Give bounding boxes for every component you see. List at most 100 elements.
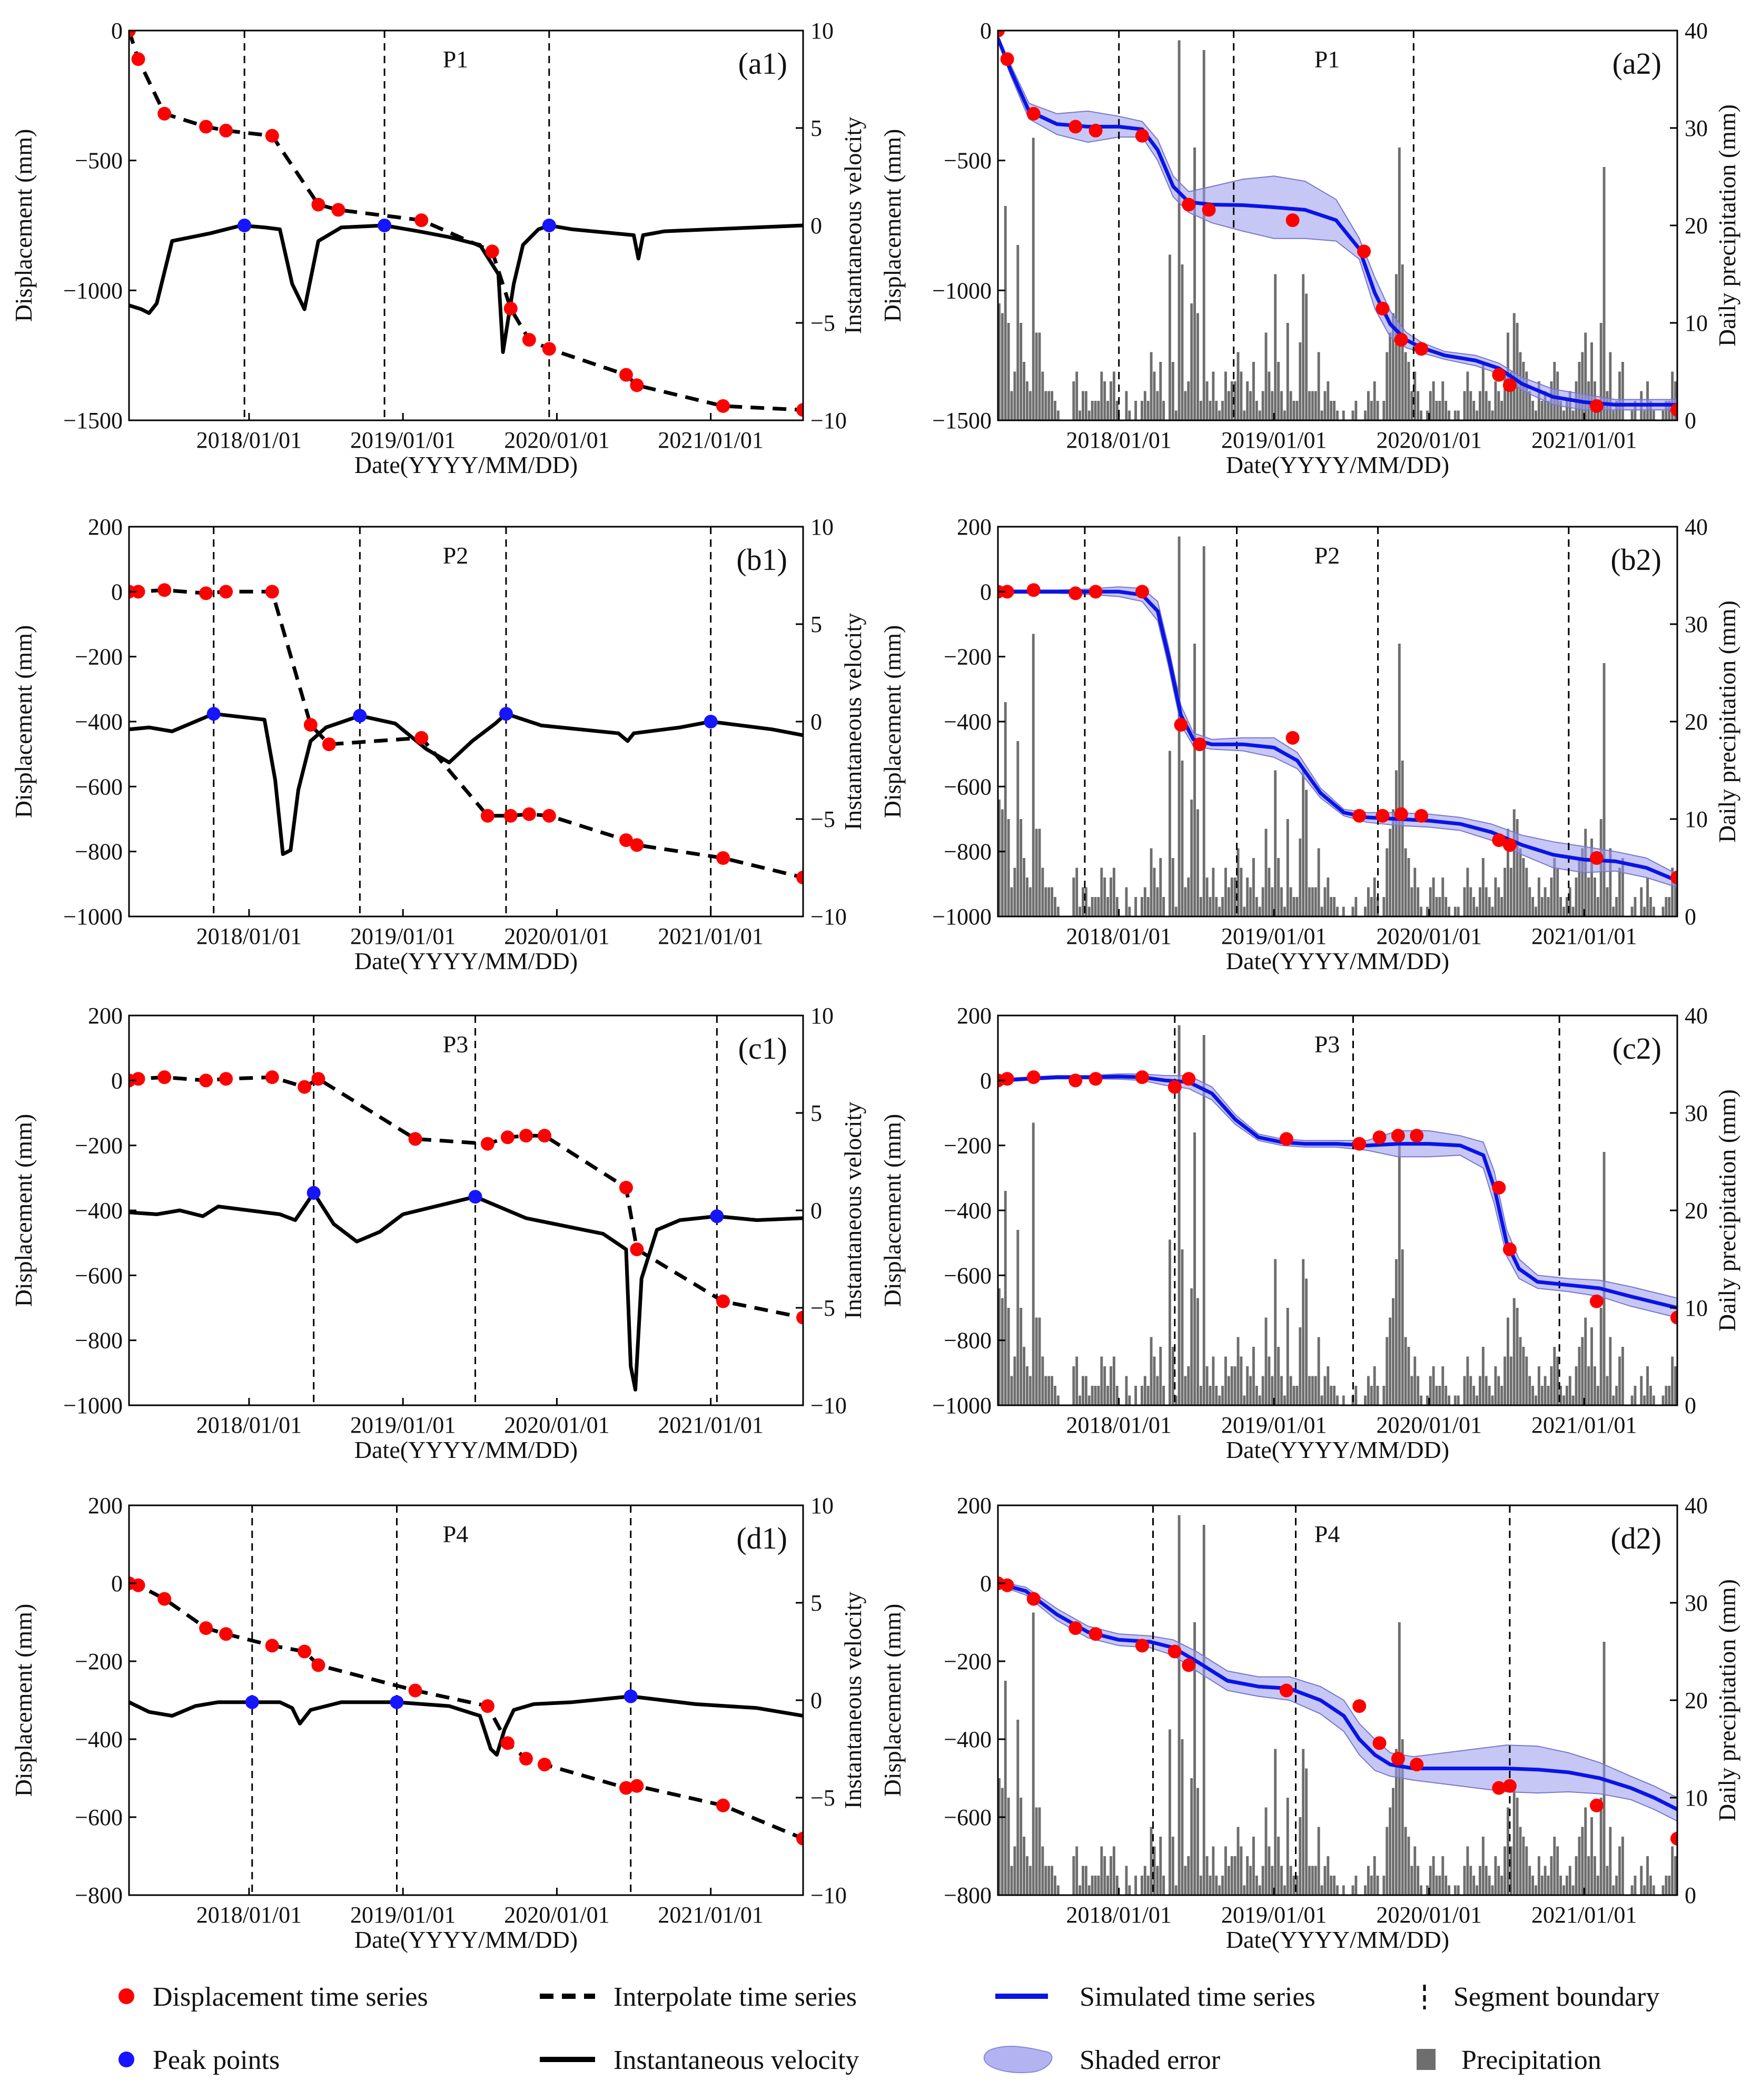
precip-bar	[1525, 867, 1528, 916]
precip-bar	[1032, 137, 1035, 420]
precip-bar	[1100, 1356, 1103, 1405]
displacement-point	[630, 1779, 644, 1793]
precip-bar	[1112, 371, 1115, 420]
precip-bar	[1110, 381, 1112, 420]
precip-bar	[1584, 1807, 1587, 1895]
precip-bar	[1606, 1376, 1609, 1405]
displacement-point	[1192, 737, 1206, 752]
panel-c1: 2018/01/01 2019/01/01 2020/01/01 2021/01/01…	[10, 1003, 866, 1463]
precip-bar	[1516, 1798, 1519, 1895]
y-tick-label: −1000	[63, 278, 123, 303]
precip-bar	[1240, 1356, 1243, 1405]
displacement-point	[1372, 1736, 1387, 1750]
precip-bar	[1271, 1376, 1274, 1405]
precip-bar	[1674, 1856, 1677, 1895]
precip-bar	[1599, 1308, 1602, 1405]
right-tick-label: −5	[810, 806, 835, 832]
precip-bar	[1668, 1876, 1671, 1895]
x-axis-label: Date(YYYY/MM/DD)	[354, 1436, 578, 1463]
precip-bar	[1649, 1386, 1652, 1405]
precip-bar	[1280, 1376, 1283, 1405]
precip-bar	[1522, 858, 1525, 916]
precip-bar	[1376, 1876, 1379, 1895]
precip-bar	[1106, 1876, 1110, 1895]
precip-bar	[1184, 391, 1187, 420]
precip-bar	[1010, 1866, 1013, 1895]
x-tick-label: 2019/01/01	[350, 923, 456, 949]
precip-bar	[1178, 1025, 1181, 1405]
precip-bar	[1212, 371, 1215, 420]
precip-bar	[1308, 887, 1311, 916]
y-tick-label: −400	[75, 1198, 123, 1224]
precip-bar	[1634, 897, 1637, 916]
displacement-point	[1285, 213, 1300, 228]
x-tick-label: 2020/01/01	[504, 427, 609, 453]
precip-bar	[1485, 1866, 1488, 1895]
peak-point	[499, 707, 513, 721]
right-tick-label: 20	[1685, 1198, 1708, 1224]
precip-bar	[1171, 1347, 1174, 1405]
precip-bar	[1004, 1681, 1007, 1895]
precip-bar	[1652, 1395, 1655, 1405]
precip-bar	[1609, 848, 1612, 916]
y-tick-label: 0	[980, 579, 992, 605]
precip-bar	[1479, 1866, 1481, 1895]
precip-bar	[1435, 401, 1438, 420]
right-axis-label: Daily precipitation (mm)	[1714, 1089, 1740, 1332]
precip-bar	[1497, 1376, 1500, 1405]
precip-bar	[1330, 897, 1333, 916]
precip-bar	[1537, 1856, 1540, 1895]
precip-bar	[1630, 410, 1634, 420]
precip-bar	[1432, 381, 1435, 420]
precip-bar	[1441, 1366, 1445, 1405]
precip-bar	[1531, 897, 1535, 916]
precip-bar	[1212, 1356, 1215, 1405]
precip-bar	[1562, 410, 1565, 420]
precip-bar	[1187, 878, 1190, 916]
precip-bar	[1305, 790, 1308, 916]
precip-bar	[1602, 663, 1606, 916]
precip-bar	[1233, 381, 1236, 420]
precip-bar	[1472, 401, 1476, 420]
right-tick-label: −5	[810, 310, 835, 336]
precip-bar	[1407, 1837, 1410, 1895]
precip-bar	[1268, 371, 1271, 420]
panel-title: P2	[443, 542, 469, 569]
precip-bar	[1323, 887, 1327, 916]
precip-bar	[1106, 897, 1110, 916]
precip-bar	[1615, 401, 1618, 420]
precip-bar	[1320, 410, 1323, 420]
precip-bar	[1125, 1376, 1128, 1405]
precip-bar	[1246, 381, 1249, 420]
precip-bar	[1051, 1376, 1054, 1405]
peak-point	[704, 715, 718, 728]
displacement-point	[1492, 833, 1506, 847]
precip-bar	[1146, 897, 1150, 916]
displacement-point	[265, 585, 279, 599]
precip-bar	[1500, 401, 1503, 420]
precip-bar	[1435, 1876, 1438, 1895]
precip-bar	[1590, 1817, 1593, 1895]
precip-bar	[1367, 887, 1370, 916]
displacement-point	[414, 213, 429, 228]
precip-bar	[1215, 897, 1218, 916]
precip-bar	[1386, 352, 1389, 420]
precip-bar	[1509, 867, 1512, 916]
displacement-point	[1502, 378, 1517, 392]
precip-bar	[1630, 1885, 1634, 1895]
precip-bar	[1156, 1376, 1159, 1405]
precip-bar	[1023, 858, 1026, 916]
precip-bar	[1087, 410, 1091, 420]
precip-bar	[1519, 848, 1522, 916]
precip-bar	[1038, 829, 1041, 916]
precip-bar	[1323, 391, 1327, 420]
precip-bar	[1537, 381, 1540, 420]
precip-bar	[1630, 906, 1634, 916]
y-tick-label: −1500	[932, 408, 992, 433]
precip-bar	[1271, 391, 1274, 420]
precip-bar	[1516, 323, 1519, 420]
precip-bar	[1581, 848, 1584, 916]
precip-bar	[1426, 1885, 1429, 1895]
precip-bar	[1621, 1837, 1624, 1895]
